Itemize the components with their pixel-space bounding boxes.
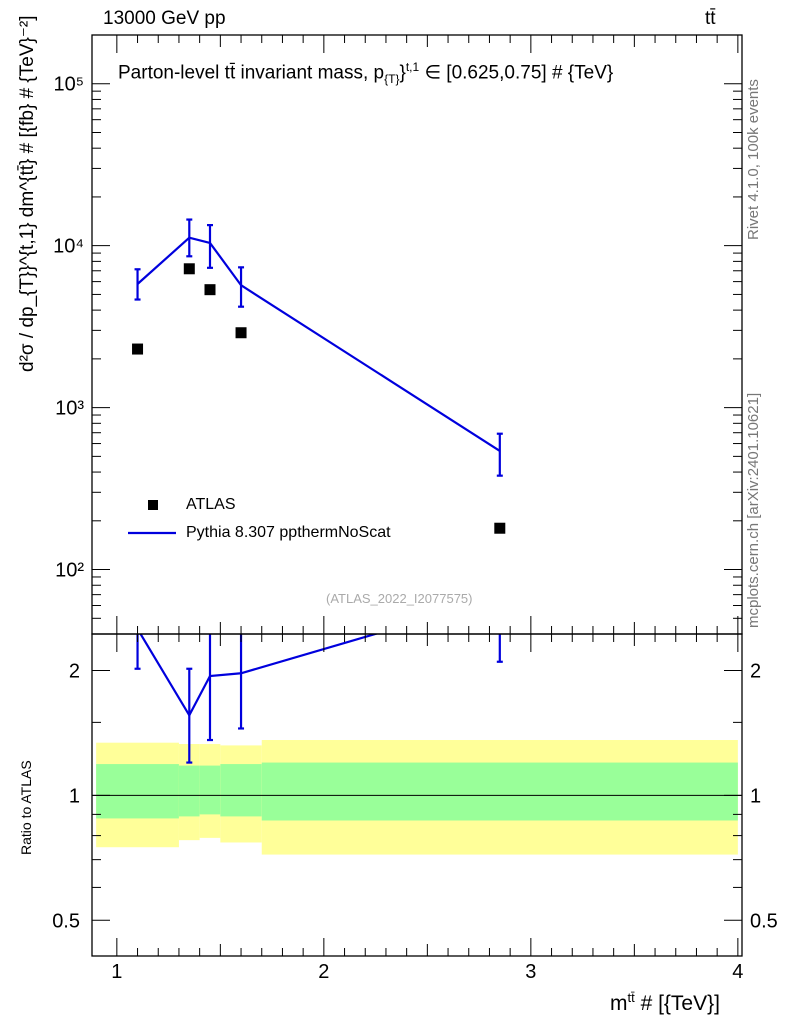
pythia-errorbar-4 bbox=[496, 432, 503, 477]
y-tick-label-ratio-left-0: 0.5 bbox=[52, 910, 80, 932]
title-suffix: ∈ [0.625,0.75] # {TeV} bbox=[424, 62, 614, 84]
ratio-errorbar-3 bbox=[238, 634, 245, 730]
ratio-errorbar-1 bbox=[186, 667, 193, 764]
y-tick-label-main-1: 10³ bbox=[55, 398, 84, 420]
mcplots-label: mcplots.cern.ch [arXiv:2401.10621] bbox=[745, 392, 762, 628]
ratio-series-layer bbox=[134, 634, 503, 764]
title-mid: } bbox=[399, 62, 406, 84]
band-inner-3 bbox=[220, 764, 262, 817]
analysis-id-watermark: (ATLAS_2022_I2077575) bbox=[326, 591, 473, 606]
x-tick-label-2: 3 bbox=[525, 961, 536, 983]
atlas-point-0 bbox=[132, 343, 144, 355]
ratio-uncertainty-bands bbox=[96, 740, 738, 855]
y-tick-label-ratio-right-0: 0.5 bbox=[750, 910, 778, 932]
ratio-errorbar-4 bbox=[496, 634, 503, 663]
y-tick-label-ratio-right-1: 1 bbox=[750, 785, 761, 807]
atlas-point-3 bbox=[235, 327, 247, 339]
band-inner-2 bbox=[199, 765, 221, 815]
y-tick-label-main-3: 10⁵ bbox=[53, 74, 84, 96]
pythia-errorbar-1 bbox=[186, 218, 193, 258]
ratio-errorbar-2 bbox=[206, 634, 213, 742]
x-axis-label-main: m bbox=[610, 992, 628, 1015]
band-inner-4 bbox=[261, 762, 738, 821]
x-axis-label-sup: tt̄ bbox=[627, 990, 635, 1005]
pythia-errorbar-3 bbox=[238, 266, 245, 308]
energy-label: 13000 GeV pp bbox=[103, 8, 226, 29]
plot-title: Parton-level tt̄ invariant mass, p{T}}t,… bbox=[118, 60, 613, 86]
atlas-point-2 bbox=[204, 284, 216, 296]
title-sup: t,1 bbox=[405, 60, 420, 74]
y-tick-label-main-2: 10⁴ bbox=[53, 236, 84, 258]
x-axis-label-rest: # [{TeV}] bbox=[634, 992, 720, 1015]
x-tick-label-3: 4 bbox=[732, 961, 743, 983]
legend-atlas-marker bbox=[148, 500, 158, 510]
pythia-errorbar-2 bbox=[206, 224, 213, 269]
x-axis-label: mtt̄ # [{TeV}] bbox=[610, 990, 720, 1016]
process-label: tt̄ bbox=[705, 8, 716, 29]
ratio-errorbar-0 bbox=[134, 634, 141, 670]
band-inner-1 bbox=[178, 765, 200, 817]
legend-markers bbox=[128, 500, 176, 535]
x-tick-label-1: 2 bbox=[318, 961, 329, 983]
atlas-point-1 bbox=[183, 263, 195, 275]
ratio-line bbox=[139, 634, 380, 718]
y-axis-label-ratio: Ratio to ATLAS bbox=[18, 760, 34, 855]
title-prefix: Parton-level tt̄ invariant mass, p bbox=[118, 62, 385, 84]
band-inner-0 bbox=[96, 764, 179, 819]
legend-pythia-label: Pythia 8.307 ppthermNoScat bbox=[186, 524, 391, 541]
y-tick-label-ratio-left-2: 2 bbox=[69, 661, 80, 683]
rivet-version-label: Rivet 4.1.0, 100k events bbox=[745, 79, 762, 240]
y-tick-label-ratio-left-1: 1 bbox=[69, 785, 80, 807]
title-sub: {T} bbox=[384, 72, 400, 87]
axis-ticks: 10² 10³ 10⁴ 10⁵ 1 2 3 4 0.5 0.5 1 1 2 2 bbox=[52, 34, 778, 983]
atlas-point-4 bbox=[494, 522, 506, 534]
y-tick-label-main-0: 10² bbox=[55, 560, 84, 582]
main-series-layer bbox=[132, 218, 506, 534]
legend-atlas-label: ATLAS bbox=[186, 496, 236, 513]
y-tick-label-ratio-right-2: 2 bbox=[750, 661, 761, 683]
pythia-errorbar-0 bbox=[134, 268, 141, 301]
main-frame bbox=[91, 34, 743, 635]
y-axis-label-main: d²σ / dp_{T}}^{t,1} dm^{tt̄} # [{fb} # {… bbox=[17, 15, 38, 372]
x-tick-label-0: 1 bbox=[111, 961, 122, 983]
